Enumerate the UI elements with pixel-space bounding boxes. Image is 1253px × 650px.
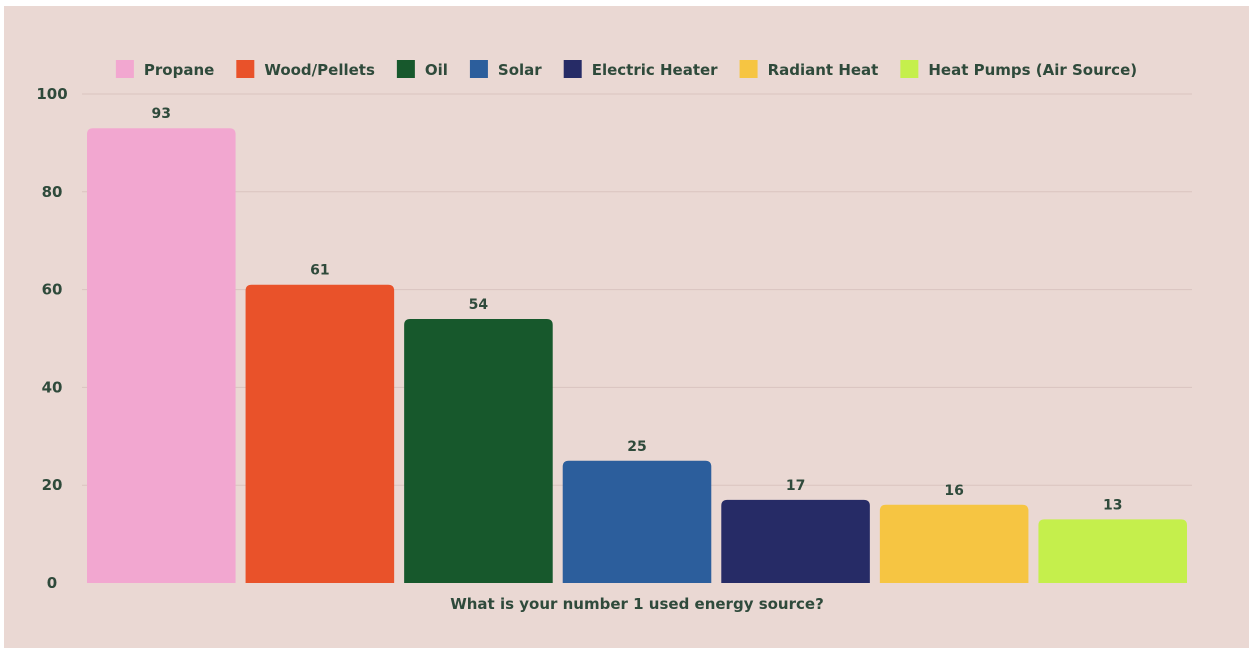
- bar-electric-heater: [721, 499, 870, 583]
- data-label-oil: 54: [469, 297, 489, 313]
- bars: [87, 128, 1187, 583]
- data-label-electric-heater: 17: [786, 478, 805, 494]
- legend-label: Radiant Heat: [768, 61, 879, 79]
- legend-label: Solar: [498, 61, 542, 79]
- data-label-radiant-heat: 16: [944, 483, 963, 499]
- legend-swatch: [739, 60, 758, 78]
- y-tick-100: 100: [36, 85, 67, 103]
- y-tick-40: 40: [42, 378, 63, 396]
- legend-item-solar: Solar: [469, 60, 542, 79]
- bar-solar: [562, 460, 712, 583]
- y-axis-ticks: 0 20 40 60 80 100: [36, 85, 67, 592]
- legend-item-oil: Oil: [396, 60, 448, 79]
- chart-card: 0 20 40 60 80 100 93 61 54 25 17 16 13 Propane Wood/…: [4, 6, 1249, 648]
- data-label-solar: 25: [627, 439, 646, 455]
- legend: Propane Wood/Pellets Oil Solar Electric Heat…: [115, 60, 1137, 79]
- legend-swatch: [469, 60, 488, 78]
- bar-radiant-heat: [879, 504, 1029, 583]
- legend-item-wood-pellets: Wood/Pellets: [236, 60, 375, 79]
- data-labels: 93 61 54 25 17 16 13: [152, 106, 1123, 513]
- legend-swatch: [115, 60, 134, 78]
- bar-propane: [87, 128, 236, 583]
- legend-swatch: [396, 60, 415, 78]
- legend-label: Wood/Pellets: [264, 61, 375, 79]
- y-tick-20: 20: [42, 476, 63, 494]
- y-tick-60: 60: [42, 281, 63, 299]
- bar-wood-pellets: [245, 284, 395, 583]
- data-label-heat-pumps-air-source: 13: [1103, 497, 1122, 513]
- legend-label: Oil: [425, 61, 448, 79]
- legend-label: Heat Pumps (Air Source): [928, 61, 1137, 79]
- legend-swatch: [900, 60, 919, 78]
- x-axis-label: What is your number 1 used energy source…: [450, 595, 824, 613]
- y-tick-0: 0: [47, 574, 57, 592]
- y-tick-80: 80: [42, 183, 63, 201]
- legend-label: Electric Heater: [592, 61, 718, 79]
- bar-heat-pumps-air-source: [1038, 519, 1187, 583]
- bar-chart: 0 20 40 60 80 100 93 61 54 25 17 16 13 Propane Wood/…: [36, 60, 1192, 613]
- legend-swatch: [236, 60, 255, 78]
- data-label-wood-pellets: 61: [310, 263, 329, 279]
- bar-oil: [404, 318, 553, 583]
- legend-item-radiant-heat: Radiant Heat: [739, 60, 879, 79]
- data-label-propane: 93: [152, 106, 171, 122]
- legend-item-electric-heater: Electric Heater: [563, 60, 718, 79]
- legend-swatch: [563, 60, 582, 78]
- legend-item-propane: Propane: [115, 60, 214, 79]
- legend-item-heat-pumps-air-source: Heat Pumps (Air Source): [900, 60, 1137, 79]
- legend-label: Propane: [144, 61, 214, 79]
